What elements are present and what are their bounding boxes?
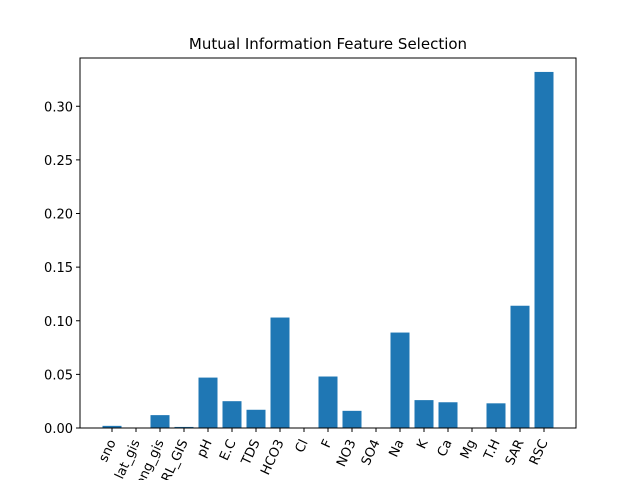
bar-ca [438,402,458,428]
bar-tds [246,409,266,428]
x-tick-label: Ca [435,437,456,459]
x-tick-label: Mg [458,437,480,461]
bar-sno [102,425,122,428]
chart-title: Mutual Information Feature Selection [189,35,467,53]
bar-e-c [222,401,242,428]
x-tick-label: sno [96,437,119,464]
x-tick-label: SAR [503,437,528,467]
bar-sar [510,305,530,428]
x-tick-label: pH [194,437,215,460]
y-tick-label: 0.30 [44,100,73,115]
bar-rl-gis [174,426,194,428]
bar-t-h [486,403,506,428]
bar-long-gis [150,415,170,428]
bar-hco3 [270,317,290,428]
y-axis-ticks: 0.00 0.05 0.10 0.15 0.20 0.25 0.30 [44,100,80,437]
bar-rsc [534,71,554,428]
bar-ph [198,377,218,428]
x-tick-label: E.C [217,437,240,463]
bar-na [390,332,410,428]
bars-group [102,71,554,428]
y-tick-label: 0.10 [44,315,73,330]
x-tick-label: RSC [527,437,552,467]
x-tick-label: SO4 [359,437,384,468]
x-tick-label: TDS [239,437,264,468]
x-tick-label: Na [387,437,408,459]
bar-k [414,400,434,428]
y-tick-label: 0.25 [44,154,73,169]
x-tick-label: K [414,437,431,451]
x-tick-label: F [319,437,336,450]
x-tick-label: Cl [293,437,312,455]
y-tick-label: 0.20 [44,208,73,223]
y-tick-label: 0.00 [44,422,73,437]
bar-f [318,376,338,428]
x-tick-label: NO3 [334,437,360,469]
bar-no3 [342,410,362,428]
x-tick-label: T.H [481,437,504,463]
y-tick-label: 0.15 [44,261,73,276]
y-tick-label: 0.05 [44,368,73,383]
plot-frame [79,57,577,429]
